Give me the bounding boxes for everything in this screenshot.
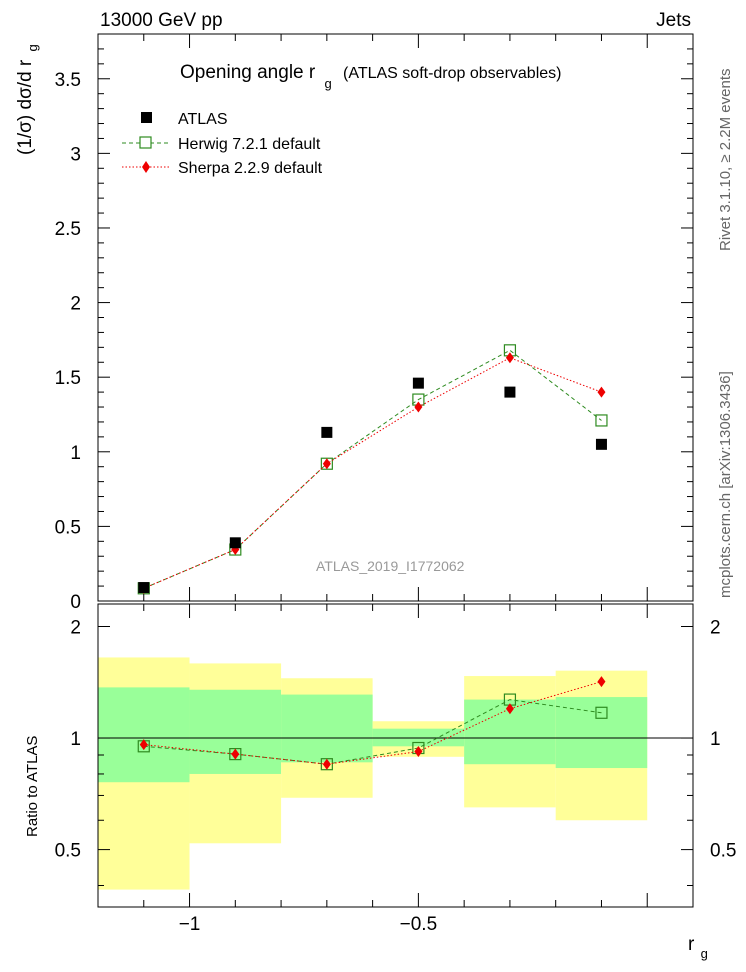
legend-item-atlas: ATLAS (141, 111, 228, 128)
main-sherpa-line (143, 357, 602, 589)
main-plot-content (137, 344, 608, 595)
ratio-y-axis-label: Ratio to ATLAS (24, 736, 41, 837)
main-y-tick-label: 2.5 (55, 219, 81, 240)
ratio-sherpa-point (322, 758, 331, 770)
ratio-x-ticks: −1 −0.5 (97, 604, 694, 935)
ratio-herwig-line (143, 699, 602, 765)
main-y-tick-label: 1 (70, 443, 81, 464)
ratio-plot-content (98, 657, 693, 890)
x-axis-label-sub: g (701, 946, 708, 961)
main-y-tick-label: 1.5 (55, 368, 81, 389)
main-herwig-point (595, 414, 608, 427)
legend-label-atlas: ATLAS (178, 111, 228, 128)
ratio-panel: 0.5 0.5 1 1 2 2 −1 −0.5 Ratio to ATLAS r g (24, 603, 736, 961)
rivet-version-label: Rivet 3.1.10, ≥ 2.2M events (717, 68, 734, 252)
ratio-y-ticks: 0.5 0.5 1 1 2 2 (55, 617, 736, 887)
main-sherpa-point (322, 458, 331, 470)
main-y-tick-label: 3.5 (55, 70, 81, 91)
main-y-tick-label: 0 (70, 592, 81, 613)
ratio-band-green (281, 694, 373, 763)
ratio-sherpa-point (139, 739, 148, 751)
watermark-analysis-id: ATLAS_2019_I1772062 (316, 558, 465, 574)
header-energy-label: 13000 GeV pp (100, 10, 223, 31)
ratio-band-green (189, 689, 282, 774)
ratio-sherpa-line (143, 681, 602, 765)
main-panel: 0 0.5 1 1.5 2 2.5 3 3.5 Opening angle r g (ATLA… (15, 33, 694, 613)
main-title-sub: g (325, 76, 332, 91)
main-y-tick-label: 2 (70, 294, 81, 315)
ratio-sherpa-point (597, 676, 606, 688)
main-atlas-point (321, 426, 333, 438)
main-sherpa-point (414, 401, 423, 413)
ratio-y-tick-label-right: 0.5 (710, 841, 736, 862)
ratio-sherpa-point (505, 703, 514, 715)
main-y-axis-label-text: (1/σ) dσ/d r (15, 59, 36, 155)
main-atlas-point (229, 537, 241, 549)
legend-marker-sherpa (142, 161, 150, 173)
main-y-axis-label-sub: g (25, 44, 40, 51)
main-x-ticks (97, 34, 694, 601)
mcplots-label: mcplots.cern.ch [arXiv:1306.3436] (717, 371, 734, 598)
ratio-y-tick-label: 1 (70, 729, 81, 750)
x-axis-label: r g (688, 934, 708, 961)
x-tick-label: −1 (179, 914, 201, 935)
legend-label-sherpa: Sherpa 2.2.9 default (178, 160, 323, 177)
legend-marker-herwig (139, 136, 152, 149)
main-atlas-point (412, 377, 424, 389)
legend-label-herwig: Herwig 7.2.1 default (178, 136, 321, 153)
main-atlas-point (595, 438, 607, 450)
main-title: Opening angle r g (ATLAS soft-drop obser… (180, 62, 561, 93)
header-jets-label: Jets (656, 10, 691, 31)
main-y-axis-label: (1/σ) dσ/d r g (15, 44, 40, 155)
main-y-ticks: 0 0.5 1 1.5 2 2.5 3 3.5 (55, 48, 693, 613)
main-herwig-line (143, 349, 602, 589)
main-title-suffix: (ATLAS soft-drop observables) (343, 65, 561, 82)
x-tick-label: −0.5 (400, 914, 438, 935)
ratio-herwig-point (595, 706, 608, 719)
main-y-tick-label: 0.5 (55, 517, 81, 538)
x-axis-label-text: r (688, 934, 695, 955)
legend-item-herwig: Herwig 7.2.1 default (122, 136, 321, 153)
legend-item-sherpa: Sherpa 2.2.9 default (122, 160, 323, 177)
ratio-y-tick-label: 2 (70, 617, 81, 638)
ratio-sherpa-point (414, 745, 423, 757)
ratio-y-tick-label-right: 1 (710, 729, 721, 750)
ratio-sherpa-point (231, 748, 240, 760)
ratio-band-green (98, 687, 190, 783)
ratio-y-tick-label-right: 2 (710, 617, 721, 638)
legend: ATLAS Herwig 7.2.1 default Sherpa 2.2.9 … (122, 111, 323, 177)
main-atlas-point (138, 582, 150, 594)
main-y-tick-label: 3 (70, 144, 81, 165)
ratio-y-tick-label: 0.5 (55, 841, 81, 862)
main-atlas-point (504, 386, 516, 398)
main-sherpa-point (597, 386, 606, 398)
ratio-band-green (372, 728, 465, 747)
legend-marker-atlas (141, 112, 152, 123)
main-title-text: Opening angle r (180, 62, 316, 83)
main-sherpa-point (505, 352, 514, 364)
